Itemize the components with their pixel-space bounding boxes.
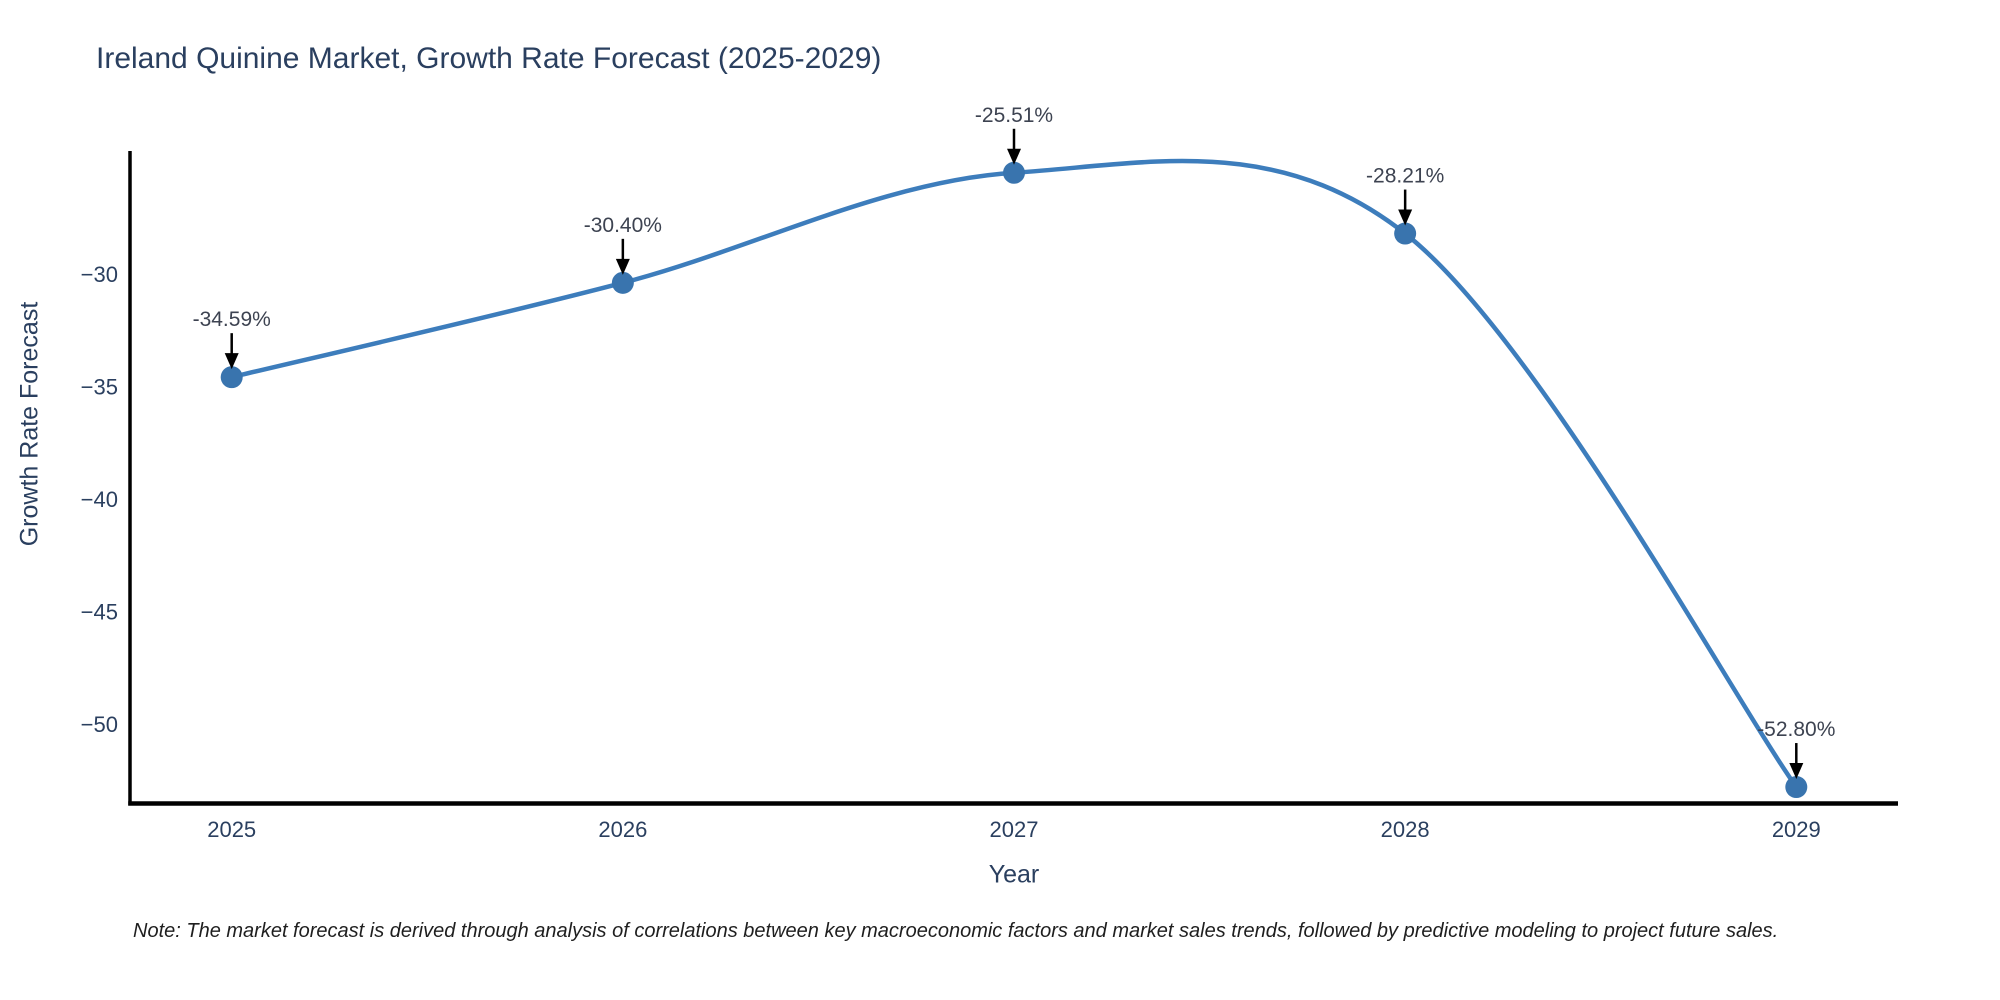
annotation-arrowhead: [1007, 148, 1021, 165]
y-tick-label: −40: [81, 487, 118, 512]
chart-title: Ireland Quinine Market, Growth Rate Fore…: [96, 42, 882, 75]
footnote: Note: The market forecast is derived thr…: [133, 920, 1779, 942]
annotation-label: -28.21%: [1366, 165, 1444, 188]
y-tick-label: −35: [81, 374, 118, 399]
x-tick-label: 2026: [598, 817, 647, 842]
annotation-arrowhead: [615, 258, 630, 275]
x-tick-label: 2025: [207, 817, 256, 842]
annotation-label: -34.59%: [193, 308, 271, 331]
x-tick-label: 2029: [1772, 817, 1821, 842]
data-point-2025[interactable]: [220, 366, 243, 389]
annotation-label: -25.51%: [975, 104, 1053, 127]
forecast-line: [231, 158, 1799, 789]
y-tick-label: −45: [81, 599, 118, 624]
annotation-arrowhead: [1789, 763, 1804, 780]
data-point-2029[interactable]: [1785, 776, 1808, 799]
y-axis-title: Growth Rate Forecast: [15, 301, 44, 547]
y-tick-label: −50: [81, 712, 118, 737]
annotation-label: -52.80%: [1757, 718, 1835, 741]
annotation-arrowhead: [1398, 209, 1413, 226]
data-point-2028[interactable]: [1394, 222, 1417, 245]
data-point-2027[interactable]: [1003, 161, 1025, 184]
x-tick-label: 2027: [990, 817, 1039, 842]
data-point-2026[interactable]: [611, 271, 634, 294]
x-tick-label: 2028: [1381, 817, 1430, 842]
annotation-label: -30.40%: [584, 214, 662, 237]
annotation-arrowhead: [224, 353, 239, 370]
x-axis-title: Year: [988, 860, 1040, 889]
y-tick-label: −30: [81, 262, 118, 287]
